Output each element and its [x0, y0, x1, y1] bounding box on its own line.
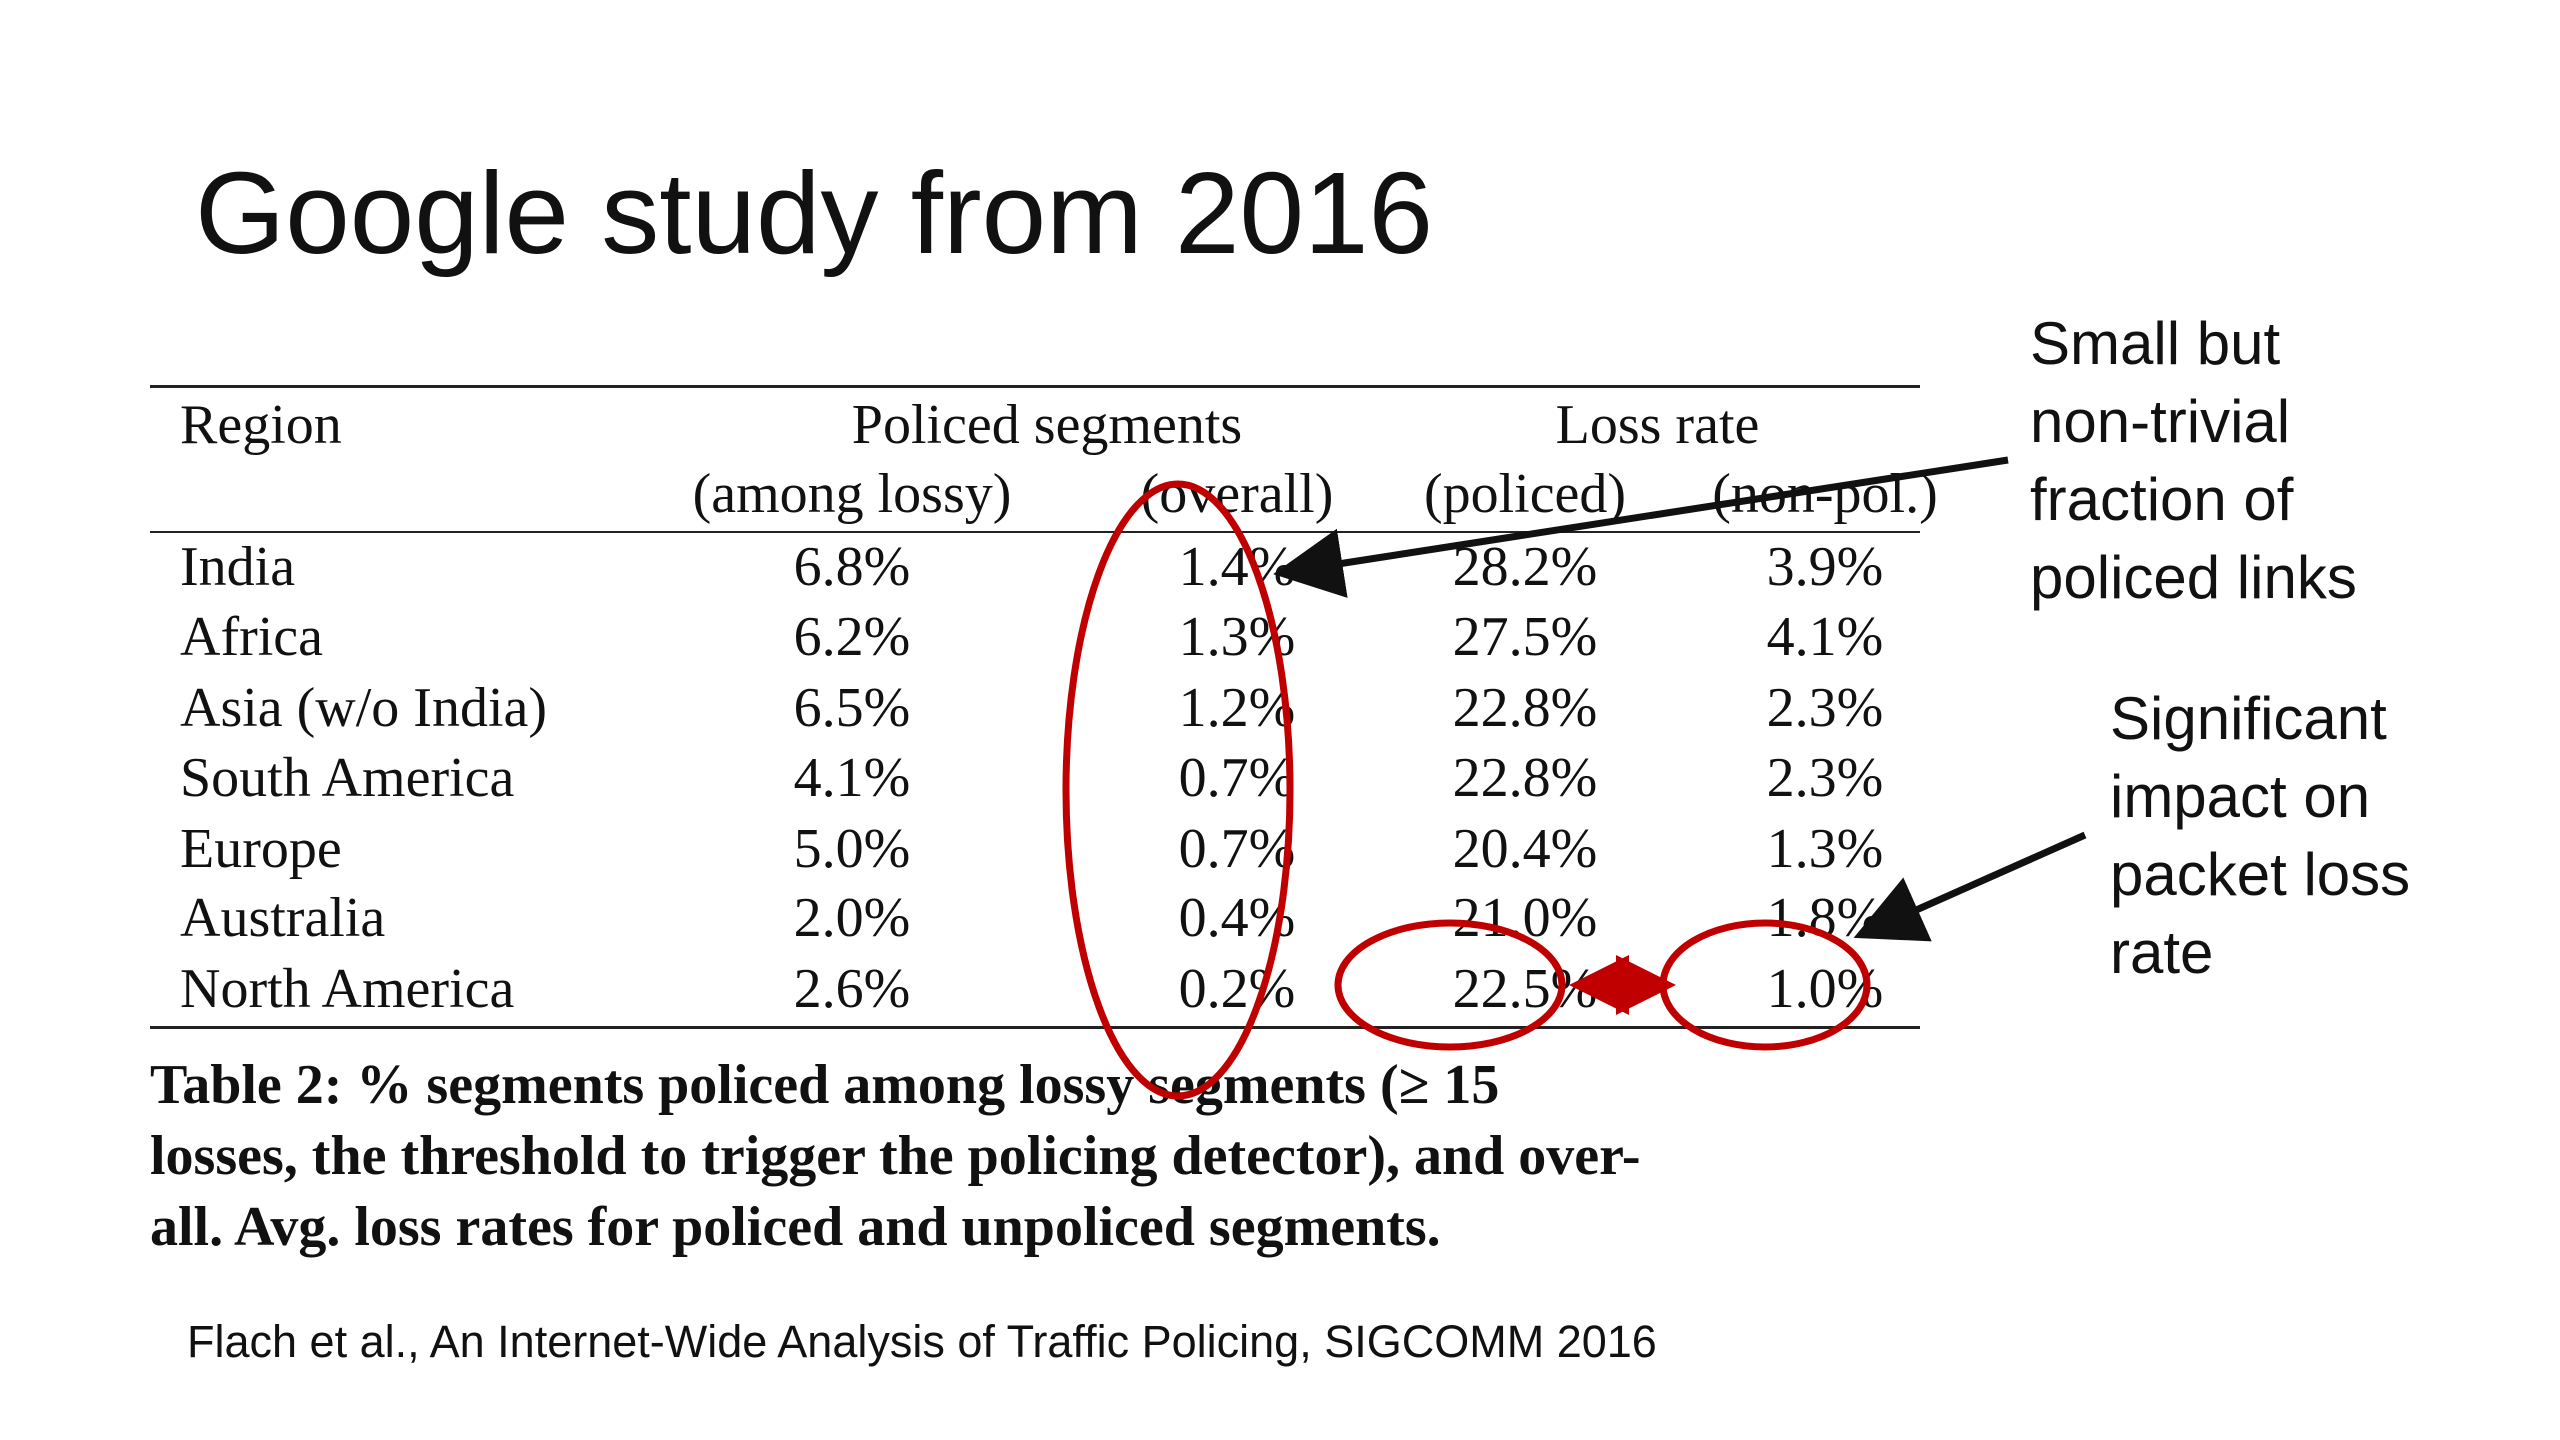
table-header-rule — [150, 531, 1920, 533]
subheader-policed: (policed) — [1423, 463, 1627, 525]
cell-loss-non-pol: 2.3% — [1766, 747, 1884, 809]
cell-among-lossy: 6.5% — [793, 677, 911, 739]
cell-region: Europe — [180, 818, 342, 880]
note-line: impact on — [2110, 763, 2371, 830]
cell-loss-policed: 22.8% — [1452, 747, 1598, 809]
cell-loss-policed: 22.8% — [1452, 677, 1598, 739]
header-region: Region — [180, 394, 342, 456]
header-loss-rate: Loss rate — [1555, 394, 1760, 456]
results-table: Region Policed segments Loss rate (among… — [150, 385, 1938, 1035]
note-line: packet loss — [2110, 841, 2411, 908]
table-top-rule — [150, 385, 1920, 388]
cell-loss-policed: 27.5% — [1452, 606, 1598, 668]
slide-title: Google study from 2016 — [195, 148, 1434, 278]
cell-loss-policed: 20.4% — [1452, 818, 1598, 880]
citation: Flach et al., An Internet-Wide Analysis … — [187, 1316, 1657, 1367]
cell-among-lossy: 2.0% — [793, 887, 911, 949]
header-policed-segments: Policed segments — [851, 394, 1243, 456]
subheader-among-lossy: (among lossy) — [692, 463, 1012, 525]
subheader-non-pol: (non-pol.) — [1712, 463, 1938, 525]
cell-region: India — [180, 536, 296, 598]
cell-loss-non-pol: 4.1% — [1766, 606, 1884, 668]
note-line: Significant — [2110, 685, 2387, 752]
table-caption: Table 2: % segments policed among lossy … — [150, 1050, 1850, 1263]
cell-loss-non-pol: 2.3% — [1766, 677, 1884, 739]
caption-line: Table 2: % segments policed among lossy … — [150, 1054, 1500, 1116]
note-line: rate — [2110, 919, 2214, 986]
cell-loss-policed: 21.0% — [1452, 887, 1598, 949]
note-line: fraction of — [2030, 466, 2294, 533]
note-line: Small but — [2030, 310, 2281, 377]
cell-region: South America — [180, 747, 515, 809]
cell-among-lossy: 4.1% — [793, 747, 911, 809]
cell-region: Africa — [180, 606, 324, 668]
note-significant-impact: Significant impact on packet loss rate — [2110, 680, 2410, 992]
caption-line: losses, the threshold to trigger the pol… — [150, 1125, 1641, 1187]
cell-among-lossy: 5.0% — [793, 818, 911, 880]
cell-among-lossy: 6.2% — [793, 606, 911, 668]
note-line: non-trivial — [2030, 388, 2291, 455]
cell-region: North America — [180, 958, 515, 1020]
cell-region: Asia (w/o India) — [180, 677, 548, 739]
note-small-fraction: Small but non-trivial fraction of police… — [2030, 305, 2357, 617]
cell-loss-policed: 22.5% — [1452, 958, 1598, 1020]
caption-line: all. Avg. loss rates for policed and unp… — [150, 1196, 1441, 1258]
cell-among-lossy: 2.6% — [793, 958, 911, 1020]
cell-loss-non-pol: 1.3% — [1766, 818, 1884, 880]
table-bottom-rule — [150, 1026, 1920, 1029]
note-line: policed links — [2030, 544, 2357, 611]
cell-loss-policed: 28.2% — [1452, 536, 1598, 598]
cell-among-lossy: 6.8% — [793, 536, 911, 598]
cell-loss-non-pol: 1.0% — [1766, 958, 1884, 1020]
cell-loss-non-pol: 1.8% — [1766, 887, 1884, 949]
cell-loss-non-pol: 3.9% — [1766, 536, 1884, 598]
cell-region: Australia — [180, 887, 386, 949]
